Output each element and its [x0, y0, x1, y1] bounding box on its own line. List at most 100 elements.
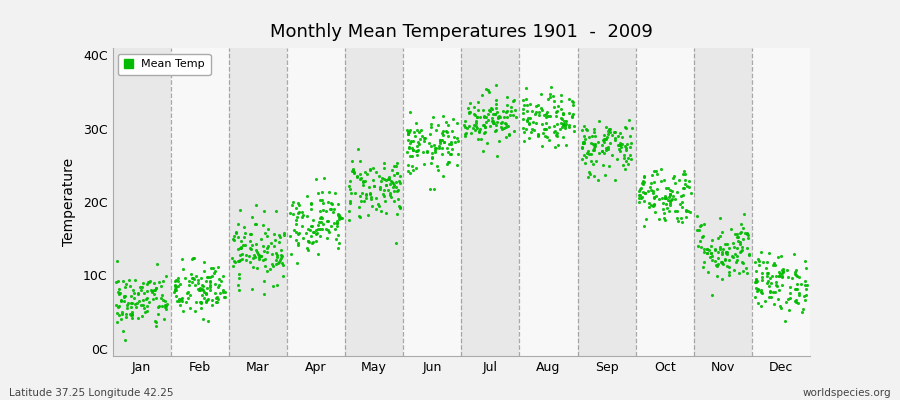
Point: [181, 295, 195, 302]
Point: [731, 234, 745, 240]
Legend: Mean Temp: Mean Temp: [118, 54, 211, 75]
Point: [226, 236, 240, 242]
Point: [727, 244, 742, 251]
Point: [143, 277, 157, 284]
Point: [109, 302, 123, 308]
Point: [124, 293, 139, 299]
Point: [658, 195, 672, 202]
Point: [494, 120, 508, 126]
Point: [359, 192, 374, 198]
Point: [705, 292, 719, 298]
Point: [716, 260, 731, 267]
Point: [752, 262, 766, 268]
Point: [231, 234, 246, 240]
Point: [518, 102, 532, 108]
Point: [748, 294, 762, 300]
Point: [356, 178, 371, 185]
Point: [285, 210, 300, 217]
Point: [516, 109, 530, 116]
Point: [200, 297, 214, 303]
Point: [497, 113, 511, 120]
Point: [767, 260, 781, 266]
Point: [312, 197, 327, 203]
Point: [756, 259, 770, 265]
Point: [471, 99, 485, 106]
Point: [491, 119, 505, 126]
Point: [353, 213, 367, 220]
Point: [402, 144, 417, 150]
Point: [749, 276, 763, 282]
Point: [781, 307, 796, 313]
Point: [577, 151, 591, 158]
Point: [637, 178, 652, 185]
Point: [256, 243, 270, 250]
Point: [646, 202, 661, 208]
Point: [551, 102, 565, 109]
Point: [292, 209, 306, 216]
Point: [402, 169, 417, 176]
Point: [119, 311, 133, 318]
Point: [382, 192, 397, 198]
Point: [798, 281, 813, 288]
Point: [192, 286, 206, 293]
Point: [237, 224, 251, 230]
Point: [248, 254, 263, 260]
Point: [588, 141, 602, 147]
Point: [740, 230, 754, 237]
Point: [600, 128, 615, 134]
Point: [125, 287, 140, 294]
Point: [171, 278, 185, 284]
Point: [327, 220, 341, 226]
Point: [417, 160, 431, 167]
Point: [530, 133, 544, 140]
Point: [428, 146, 442, 153]
Point: [226, 262, 240, 269]
Point: [624, 140, 638, 146]
Point: [798, 258, 813, 264]
Point: [479, 114, 493, 120]
Point: [469, 118, 483, 124]
Point: [719, 249, 733, 255]
Point: [376, 191, 391, 197]
Point: [580, 126, 594, 132]
Point: [424, 160, 438, 167]
Point: [482, 108, 497, 114]
Point: [304, 206, 319, 212]
Point: [183, 305, 197, 311]
Point: [245, 242, 259, 248]
Point: [309, 176, 323, 182]
Point: [659, 185, 673, 192]
Point: [780, 296, 795, 302]
Point: [140, 278, 155, 285]
Point: [324, 200, 338, 206]
Point: [275, 272, 290, 279]
Point: [766, 289, 780, 295]
Point: [408, 133, 422, 140]
Point: [586, 125, 600, 132]
Point: [392, 204, 407, 210]
Point: [353, 176, 367, 182]
Point: [715, 249, 729, 255]
Point: [583, 151, 598, 158]
Bar: [171, 48, 229, 356]
Point: [235, 256, 249, 262]
Point: [500, 94, 514, 100]
Point: [212, 282, 227, 288]
Point: [312, 215, 327, 222]
Point: [741, 232, 755, 238]
Point: [749, 268, 763, 274]
Point: [754, 286, 769, 293]
Point: [299, 230, 313, 236]
Point: [643, 184, 657, 190]
Point: [258, 263, 273, 270]
Point: [740, 245, 754, 252]
Point: [464, 130, 478, 136]
Point: [391, 187, 405, 194]
Point: [379, 181, 393, 188]
Point: [623, 152, 637, 158]
Point: [576, 139, 590, 145]
Point: [762, 294, 777, 300]
Point: [403, 153, 418, 159]
Point: [788, 266, 803, 273]
Point: [114, 316, 129, 322]
